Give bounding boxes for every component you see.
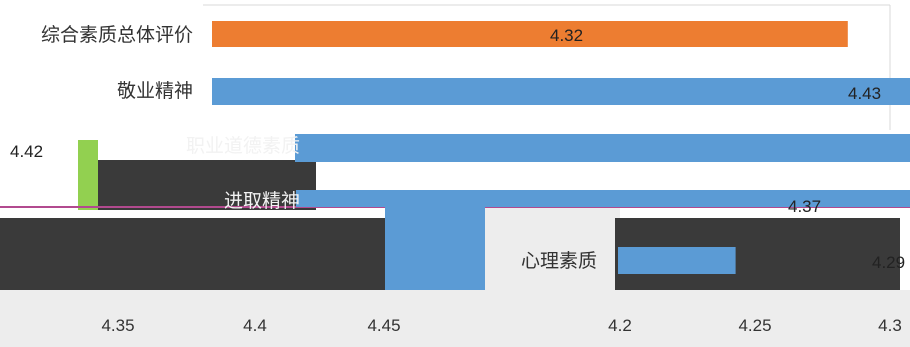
- value-label-4: 4.37: [788, 197, 821, 216]
- value-label-3: 4.42: [10, 142, 43, 161]
- value-label-5: 4.29: [872, 253, 905, 272]
- value-label-2: 4.43: [848, 84, 881, 103]
- artifact-bar-fragment: [385, 207, 485, 290]
- bar-3: [295, 134, 910, 162]
- category-label-1: 综合素质总体评价: [41, 24, 193, 46]
- artifact-green-strip: [78, 140, 98, 210]
- x-tick-label-2: 4.4: [243, 316, 267, 335]
- bar-4: [296, 190, 910, 207]
- bar-5: [618, 247, 736, 274]
- x-axis-band: [0, 290, 910, 347]
- x-tick-labels-group: 4.35 4.4 4.45 4.2 4.25 4.3: [101, 316, 901, 335]
- bar-1: [212, 21, 848, 47]
- value-label-1: 4.32: [550, 26, 583, 45]
- category-label-5: 心理素质: [521, 250, 597, 272]
- value-labels-group: 4.32 4.43 4.42 4.37 4.29: [10, 26, 905, 272]
- bars-group: [212, 21, 910, 290]
- category-label-3: 职业道德素质: [186, 135, 300, 157]
- bar-2: [212, 78, 910, 105]
- artifact-dark-box-top: [98, 160, 316, 210]
- artifact-grey-plate: [485, 202, 620, 292]
- x-tick-label-4: 4.2: [608, 316, 632, 335]
- x-tick-label-1: 4.35: [101, 316, 134, 335]
- artifact-dark-band-left: [0, 218, 385, 290]
- x-tick-label-5: 4.25: [738, 316, 771, 335]
- x-tick-label-6: 4.3: [878, 316, 902, 335]
- category-label-4: 进取精神: [224, 190, 300, 212]
- x-tick-label-3: 4.45: [367, 316, 400, 335]
- category-label-2: 敬业精神: [117, 80, 193, 102]
